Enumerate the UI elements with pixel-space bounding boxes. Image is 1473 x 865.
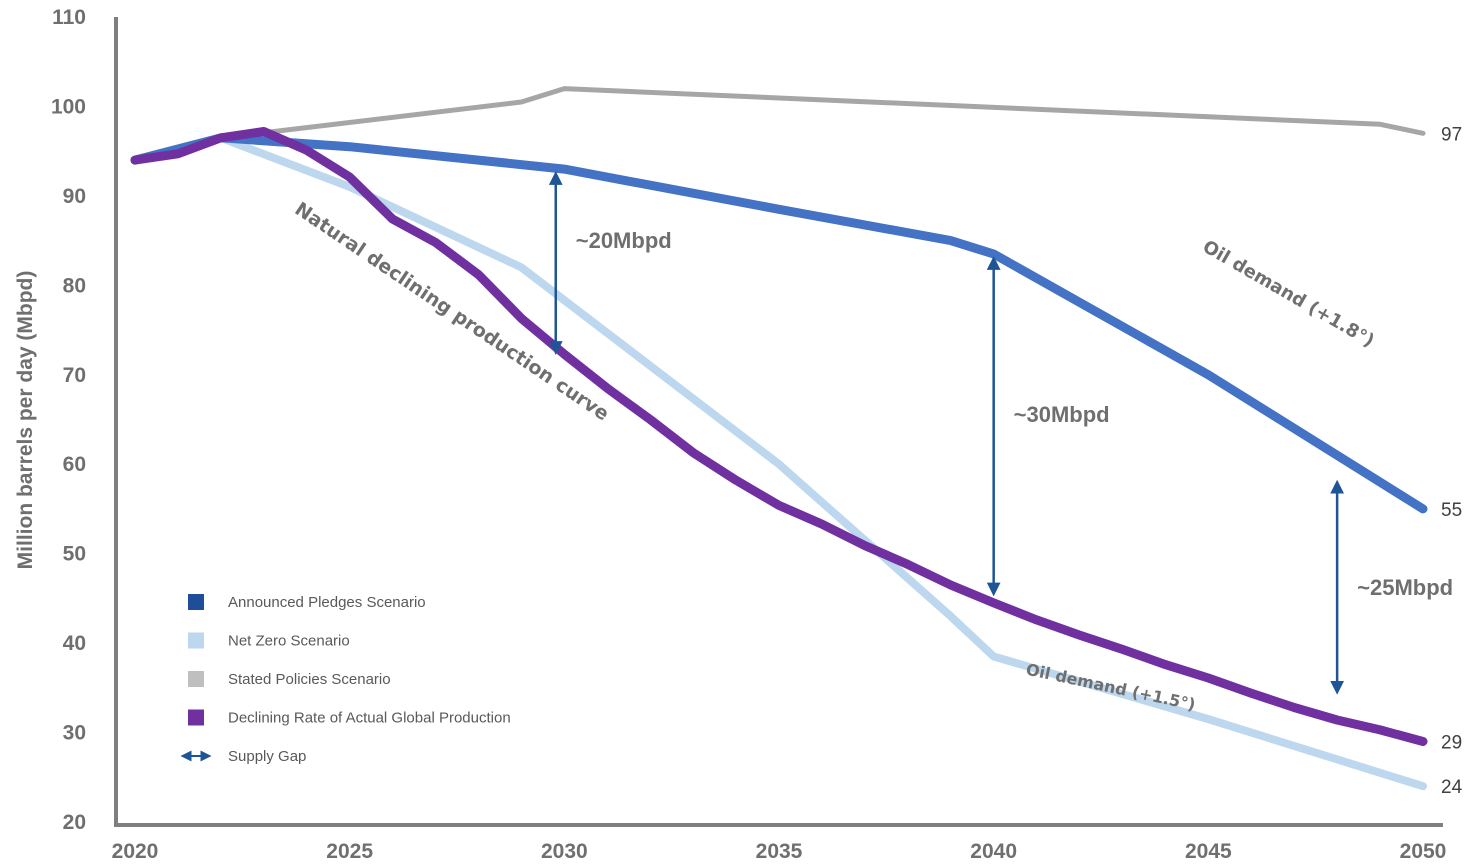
end-value-label: 29 [1441,733,1462,754]
legend-label: Net Zero Scenario [228,633,350,650]
legend-label: Supply Gap [228,748,306,765]
series-line-declining-rate-of-actual-global-production [130,127,1428,746]
y-tick-label: 110 [52,6,86,29]
legend-swatch [188,709,204,726]
x-tick-label: 2035 [756,840,803,863]
y-tick-label: 80 [63,274,86,297]
y-tick-label: 90 [63,185,86,208]
x-tick-label: 2030 [541,840,588,863]
legend-item: Net Zero Scenario [188,632,350,650]
end-value-label: 55 [1441,500,1462,521]
y-tick-label: 30 [63,722,86,745]
supply-gap-layer: ~20Mbpd ~30Mbpd ~25Mbpd [548,171,1453,695]
legend-item: Announced Pledges Scenario [188,594,426,611]
y-tick-label: 40 [63,632,86,655]
x-tick-label: 2045 [1185,840,1232,863]
legend-swatch [188,671,204,687]
legend-label: Stated Policies Scenario [228,671,391,688]
y-axis-title: Million barrels per day (Mbpd) [14,271,37,570]
y-tick-label: 60 [63,453,86,476]
curve-annotation: Oil demand (+1.8°) [1199,236,1378,351]
supply-gap-label: ~20Mbpd [576,228,672,253]
y-tick-label: 70 [63,364,86,387]
end-value-label: 24 [1441,777,1463,798]
legend-item: Stated Policies Scenario [188,671,391,688]
y-tick-label: 20 [63,811,86,834]
legend-label: Announced Pledges Scenario [228,594,426,611]
x-tick-label: 2025 [326,840,373,863]
series-line-net-zero-scenario [131,133,1427,791]
series-layer [130,86,1428,791]
end-value-label: 97 [1441,124,1462,145]
x-tick-label: 2040 [970,840,1017,863]
legend-swatch [188,594,204,610]
legend-swatch [188,632,204,649]
series-line-announced-pledges-scenario [130,133,1428,514]
legend-item: Declining Rate of Actual Global Producti… [188,709,511,727]
y-tick-label: 50 [63,543,86,566]
x-tick-label: 2020 [112,840,159,863]
legend: Announced Pledges Scenario Net Zero Scena… [180,594,511,765]
legend-label: Declining Rate of Actual Global Producti… [228,710,511,727]
x-tick-label: 2050 [1400,840,1447,863]
supply-gap-label: ~30Mbpd [1014,402,1110,427]
legend-item: Supply Gap [180,748,306,765]
supply-gap-label: ~25Mbpd [1357,575,1453,600]
y-tick-label: 100 [51,95,86,118]
